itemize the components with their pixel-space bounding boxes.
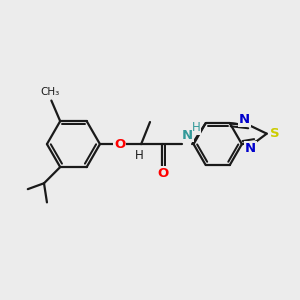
Text: N: N xyxy=(182,129,193,142)
Text: CH₃: CH₃ xyxy=(40,87,59,97)
Text: O: O xyxy=(158,167,169,180)
Text: N: N xyxy=(245,142,256,155)
Text: O: O xyxy=(114,138,125,151)
Text: S: S xyxy=(270,127,280,140)
Text: H: H xyxy=(135,149,144,162)
Text: N: N xyxy=(239,113,250,126)
Text: H: H xyxy=(192,122,201,134)
